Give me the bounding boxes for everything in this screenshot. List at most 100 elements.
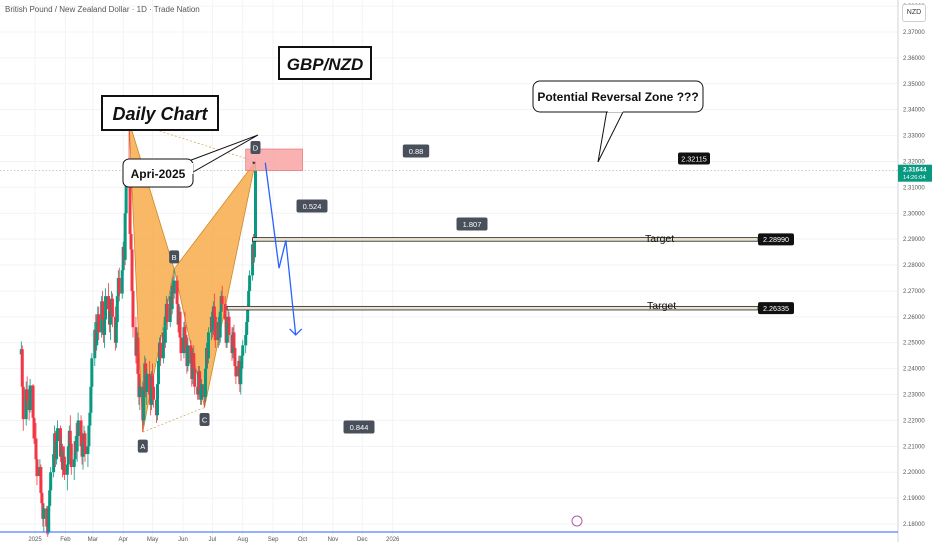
candle-body [20,349,24,387]
x-tick-label: 2026 [386,537,400,543]
candle-body [218,311,222,338]
ratio-label: 0.844 [350,423,369,432]
candle-body [124,174,128,214]
candle-body [56,428,60,442]
prz-dot [252,161,255,164]
x-tick-label: Sep [268,537,279,543]
candle-body [32,417,36,439]
point-label-a-box [137,439,148,453]
target-2-level-value-tag [758,302,794,315]
candle-body [225,322,229,343]
candle-body [88,412,92,426]
y-tick-label: 2.26000 [903,315,925,321]
candle-body [170,285,174,310]
candle-body [131,290,135,328]
candle-body [25,389,29,400]
point-label-b: B [172,253,177,262]
candle-body [89,386,93,413]
bar-countdown: 14:26:04 [903,175,926,181]
prz-value: 2.32115 [681,154,706,163]
candle-body [152,386,156,400]
candle-body [172,280,176,294]
x-tick-label: May [147,537,158,543]
x-date-callout-text: Apri-2025 [131,167,186,181]
candle-body [163,316,167,343]
candle-body [248,275,252,291]
candlestick-series [19,121,257,537]
candle-body [211,306,215,330]
timeframe-title: Daily Chart [112,104,208,124]
candle-body [39,467,43,493]
candle-body [101,301,105,320]
candle-body [148,373,152,395]
candle-body [145,373,149,392]
grid [0,0,898,542]
target-1-level-value-tag [758,233,794,246]
candle-body [34,438,38,460]
candle-body [189,345,193,364]
candle-body [246,309,250,323]
x-tick-label: 2025 [28,537,42,543]
projection-arrowhead [289,328,303,336]
y-tick-label: 2.35000 [903,82,925,88]
candle-body [52,454,56,473]
y-tick-label: 2.36000 [903,56,925,62]
pair-title-box [278,46,372,80]
ratio-label-box [296,199,328,213]
x-tick-label: Feb [60,537,71,543]
y-tick-label: 2.34000 [903,108,925,114]
candle-body [110,298,114,317]
candle-body [42,508,46,519]
candle-body [150,376,154,405]
candle-body [45,508,49,527]
pair-title: GBP/NZD [287,55,364,74]
candle-body [21,386,25,420]
candle-body [179,337,183,354]
candle-body [198,371,202,390]
candle-body [182,327,186,354]
candle-body [245,322,249,335]
candle-body [24,389,28,420]
x-tick-label: Nov [328,537,339,543]
currency-badge[interactable]: NZD [902,4,926,22]
ac-line [142,407,205,433]
y-tick-label: 2.33000 [903,134,925,140]
y-tick-label: 2.29000 [903,237,925,243]
candle-body [65,464,69,475]
pattern-triangle-bcd [173,161,256,408]
candle-body [31,385,35,418]
y-tick-label: 2.22000 [903,418,925,424]
candle-body [97,314,101,333]
candle-body [87,425,91,447]
y-tick-label: 2.28000 [903,263,925,269]
candle-body [183,327,187,335]
candle-body [223,303,227,320]
x-tick-label: Mar [88,537,98,543]
point-label-a: A [140,442,145,451]
candle-body [142,389,146,421]
last-price-tag [898,164,932,182]
candle-body [247,290,251,310]
y-tick-label: 2.23000 [903,393,925,399]
y-tick-label: 2.19000 [903,496,925,502]
prz-value-tag [678,152,710,165]
ratio-label-box [402,144,430,158]
ratio-label: 1.807 [463,220,482,229]
x-tick-label: Dec [357,537,368,543]
last-price-value: 2.31644 [903,167,927,174]
point-label-d-box [250,140,261,154]
candle-body [193,368,197,387]
candle-body [130,249,134,291]
candle-body [156,360,160,385]
ratio-label-box [343,420,375,434]
y-tick-label: 2.25000 [903,341,925,347]
price-levels: 2.28990 2.26335 2.32115 [226,148,794,315]
candle-body [115,296,119,323]
point-label-d: D [253,143,259,152]
candle-body [107,296,110,310]
candle-body [28,385,32,411]
candle-body [49,472,53,491]
y-tick-label: 2.24000 [903,367,925,373]
x-tick-label: Aug [237,537,248,543]
